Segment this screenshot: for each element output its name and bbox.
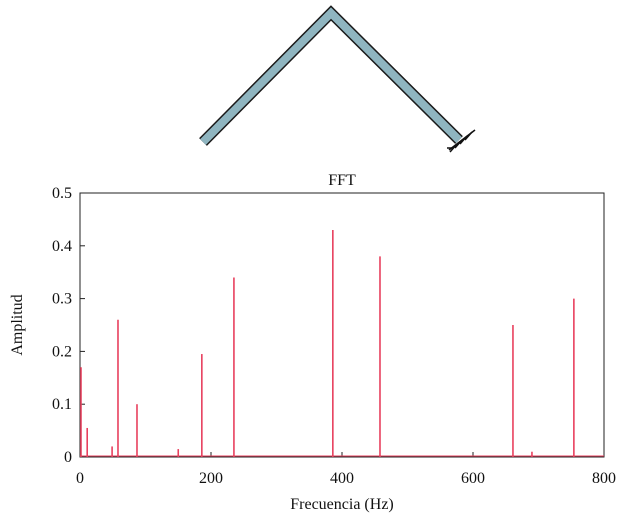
x-tick-label: 800 (592, 470, 616, 487)
y-tick-label: 0.3 (52, 291, 72, 308)
x-axis-label: Frecuencia (Hz) (290, 496, 394, 513)
hatch (454, 139, 463, 149)
x-tick-label: 200 (199, 470, 223, 487)
y-tick-label: 0.1 (52, 396, 72, 413)
x-tick-label: 0 (76, 470, 84, 487)
plot-frame (79, 192, 605, 458)
hatch (464, 131, 473, 141)
hatch (449, 143, 458, 153)
y-tick-label: 0 (64, 449, 72, 466)
beam-outline (199, 5, 463, 146)
hatch (459, 135, 468, 145)
beam-diagram (199, 5, 476, 153)
y-tick-label: 0.2 (52, 343, 72, 360)
y-axis-label: Amplitud (9, 294, 26, 355)
x-tick-label: 400 (330, 470, 354, 487)
y-tick-label: 0.5 (52, 185, 72, 202)
x-tick-label: 600 (461, 470, 485, 487)
chart-title: FFT (328, 172, 356, 189)
fixed-support (447, 129, 476, 153)
beam (200, 7, 462, 145)
y-tick-label: 0.4 (52, 238, 72, 255)
